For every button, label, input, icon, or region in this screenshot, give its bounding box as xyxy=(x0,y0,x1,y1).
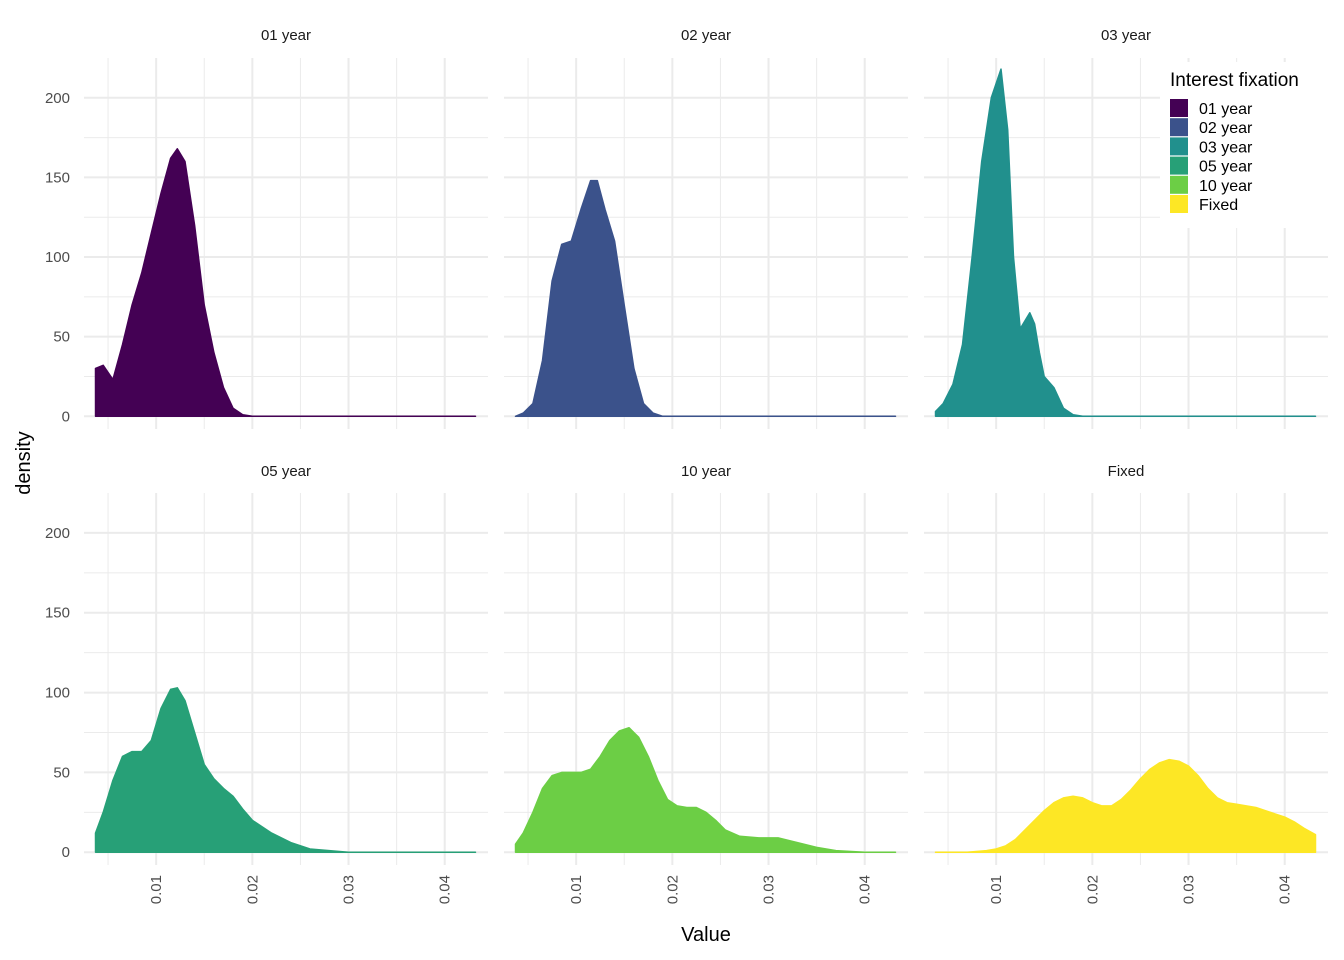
density-area xyxy=(934,758,1317,853)
y-tick-label: 200 xyxy=(45,90,70,107)
legend-label: Fixed xyxy=(1199,197,1238,214)
density-area xyxy=(514,179,897,418)
legend-items: 01 year 02 year 03 year 05 year 10 year Fixed xyxy=(1170,99,1253,214)
legend-swatch xyxy=(1170,137,1188,156)
panel-10-year: 10 year xyxy=(504,463,908,865)
legend-label: 01 year xyxy=(1199,101,1253,118)
y-tick-label: 100 xyxy=(45,249,70,266)
x-tick-label: 0.02 xyxy=(244,875,261,904)
y-tick-label: 150 xyxy=(45,169,70,186)
legend-background xyxy=(1160,62,1340,228)
x-tick-label: 0.03 xyxy=(1181,875,1198,904)
y-axis-title: density xyxy=(13,431,35,494)
strip-label: Fixed xyxy=(1108,463,1145,480)
density-area xyxy=(514,726,897,853)
x-tick-label: 0.02 xyxy=(664,875,681,904)
y-tick-label: 100 xyxy=(45,685,70,702)
x-axis-title: Value xyxy=(681,924,731,946)
y-tick-label: 200 xyxy=(45,525,70,542)
y-tick-label: 0 xyxy=(62,408,70,425)
x-tick-label: 0.04 xyxy=(437,875,454,904)
x-tick-label: 0.01 xyxy=(988,875,1005,904)
legend-swatch xyxy=(1170,99,1188,117)
x-tick-label: 0.01 xyxy=(568,875,585,904)
x-tick-label: 0.03 xyxy=(761,875,778,904)
legend-label: 02 year xyxy=(1199,120,1253,137)
x-tick-label: 0.04 xyxy=(857,875,874,904)
panel-fixed: Fixed xyxy=(924,463,1328,865)
legend-swatch xyxy=(1170,195,1188,213)
panel-05-year: 05 year xyxy=(84,463,488,865)
y-tick-label: 150 xyxy=(45,605,70,622)
strip-label: 01 year xyxy=(261,27,311,44)
density-area xyxy=(94,687,477,853)
density-area xyxy=(934,68,1317,418)
strip-label: 02 year xyxy=(681,27,731,44)
x-tick-label: 0.03 xyxy=(341,875,358,904)
x-tick-label: 0.04 xyxy=(1277,875,1294,904)
y-tick-label: 50 xyxy=(53,764,70,781)
facet-panels: 01 year 02 year 03 year 05 year 10 year Fixed xyxy=(84,27,1328,865)
panel-02-year: 02 year xyxy=(504,27,908,429)
y-tick-label: 50 xyxy=(53,329,70,346)
strip-label: 05 year xyxy=(261,463,311,480)
legend-swatch xyxy=(1170,118,1188,137)
strip-label: 10 year xyxy=(681,463,731,480)
density-area xyxy=(94,148,477,418)
legend-label: 10 year xyxy=(1199,178,1253,195)
legend-swatch xyxy=(1170,175,1188,194)
legend-label: 03 year xyxy=(1199,139,1253,156)
y-tick-label: 0 xyxy=(62,844,70,861)
legend-title: Interest fixation xyxy=(1170,70,1299,91)
legend-swatch xyxy=(1170,156,1188,175)
x-tick-label: 0.01 xyxy=(148,875,165,904)
axis-labels: 0 50 100 150 200 0 50 100 150 200 0.01 0.02 0.03 0.04… xyxy=(45,90,1294,904)
panel-01-year: 01 year xyxy=(84,27,488,429)
legend-label: 05 year xyxy=(1199,159,1253,176)
strip-label: 03 year xyxy=(1101,27,1151,44)
x-tick-label: 0.02 xyxy=(1084,875,1101,904)
